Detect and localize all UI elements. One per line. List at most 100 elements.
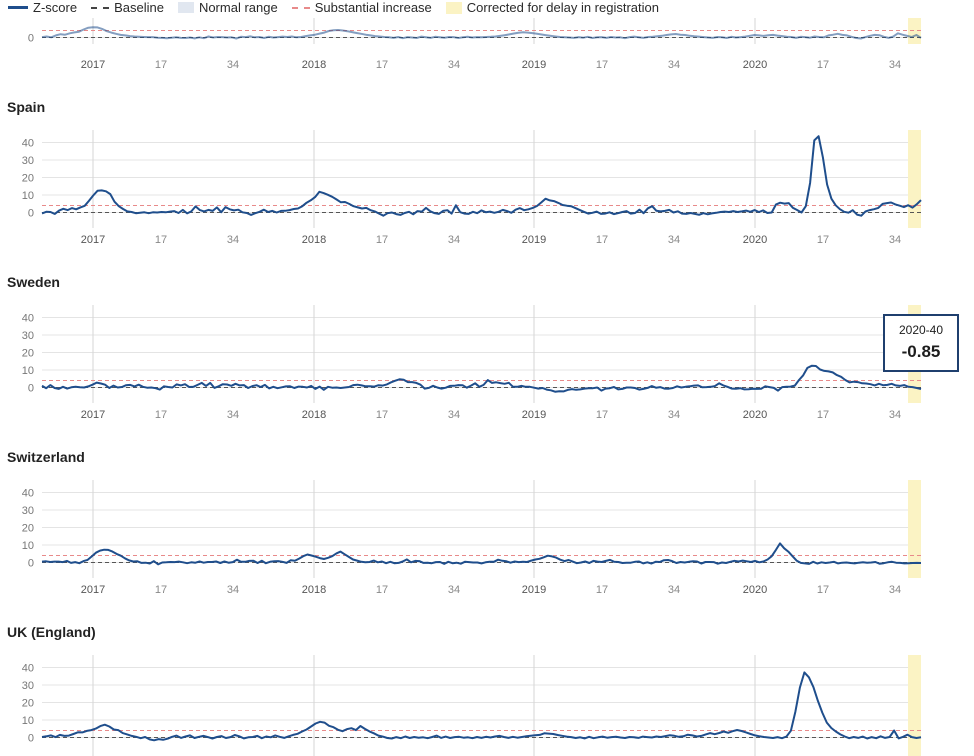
- x-tick-label: 34: [448, 409, 460, 421]
- y-tick-label: 0: [28, 383, 34, 395]
- x-tick-label: 2019: [522, 234, 546, 246]
- x-tick-label: 2019: [522, 584, 546, 596]
- legend-item-substantial-increase[interactable]: Substantial increase: [291, 0, 432, 15]
- x-tick-label: 34: [668, 234, 680, 246]
- y-tick-label: 40: [22, 663, 34, 675]
- legend-item-normal-range[interactable]: Normal range: [177, 0, 278, 15]
- threshold-dash-swatch-icon: [291, 6, 310, 9]
- x-tick-label: 2019: [522, 59, 546, 71]
- x-tick-label: 17: [596, 234, 608, 246]
- y-tick-label: 40: [22, 488, 34, 500]
- chart-panel-2: Spain 0 10 20 30 40 2017 17 34 2018 17 34 2019 17 34 20…: [7, 99, 922, 246]
- corrected-band: [908, 130, 921, 228]
- x-tick-label: 17: [817, 234, 829, 246]
- chart-panel-5: UK (England) 0 10 20 30 40: [7, 624, 922, 756]
- x-tick-label: 34: [668, 59, 680, 71]
- x-tick-label: 34: [668, 584, 680, 596]
- tooltip-value: -0.85: [901, 342, 941, 361]
- zscore-line-swatch-icon: [8, 6, 28, 9]
- y-tick-label: 10: [22, 540, 34, 552]
- x-tick-label: 17: [155, 409, 167, 421]
- y-tick-label: 30: [22, 155, 34, 167]
- y-tick-label: 10: [22, 190, 34, 202]
- x-tick-label: 34: [668, 409, 680, 421]
- legend-item-zscore[interactable]: Z-score: [8, 0, 77, 15]
- x-tick-label: 34: [227, 409, 239, 421]
- y-tick-label: 30: [22, 505, 34, 517]
- panel-title: UK (England): [7, 624, 96, 640]
- x-tick-label: 2018: [302, 59, 326, 71]
- y-tick-label: 0: [28, 33, 34, 45]
- x-tick-label: 17: [817, 59, 829, 71]
- y-tick-label: 20: [22, 523, 34, 535]
- corrected-swatch-icon: [445, 1, 462, 14]
- x-tick-label: 17: [155, 59, 167, 71]
- x-tick-label: 17: [596, 584, 608, 596]
- chart-panel-1: 0 2017 17 34 2018 17 34 2019 17 34 2020 17 34: [28, 18, 922, 71]
- x-tick-label: 2020: [743, 409, 767, 421]
- x-tick-label: 17: [376, 584, 388, 596]
- x-tick-label: 34: [889, 59, 901, 71]
- x-tick-label: 34: [889, 409, 901, 421]
- zscore-series-line: [41, 135, 922, 217]
- x-tick-label: 2019: [522, 409, 546, 421]
- legend-label-substantial-increase: Substantial increase: [314, 0, 432, 15]
- x-tick-label: 2020: [743, 584, 767, 596]
- x-tick-label: 34: [448, 59, 460, 71]
- x-tick-label: 17: [596, 409, 608, 421]
- x-tick-label: 17: [155, 584, 167, 596]
- panel-title: Switzerland: [7, 449, 85, 465]
- legend-item-baseline[interactable]: Baseline: [91, 0, 164, 15]
- panel-title: Sweden: [7, 274, 60, 290]
- x-tick-label: 2018: [302, 584, 326, 596]
- y-tick-label: 0: [28, 558, 34, 570]
- legend-label-zscore: Z-score: [33, 0, 78, 15]
- corrected-band: [908, 655, 921, 756]
- x-tick-label: 2020: [743, 234, 767, 246]
- chart-panel-4: Switzerland 0 10 20 30 40 2017 17 34 2018 17 34 2019…: [7, 449, 922, 596]
- x-tick-label: 34: [889, 584, 901, 596]
- y-tick-label: 20: [22, 173, 34, 185]
- legend-item-corrected[interactable]: Corrected for delay in registration: [445, 0, 659, 15]
- x-tick-label: 34: [448, 234, 460, 246]
- baseline-dash-swatch-icon: [91, 6, 110, 9]
- zscore-series-line: [41, 26, 922, 40]
- x-tick-label: 17: [155, 234, 167, 246]
- y-tick-label: 30: [22, 330, 34, 342]
- x-tick-label: 2018: [302, 234, 326, 246]
- x-tick-label: 34: [227, 234, 239, 246]
- x-tick-label: 2017: [81, 59, 105, 71]
- x-tick-label: 17: [376, 59, 388, 71]
- x-tick-label: 34: [227, 59, 239, 71]
- x-tick-label: 17: [596, 59, 608, 71]
- x-tick-label: 34: [227, 584, 239, 596]
- y-tick-label: 0: [28, 733, 34, 745]
- x-tick-label: 17: [376, 409, 388, 421]
- y-tick-label: 20: [22, 348, 34, 360]
- legend-label-normal-range: Normal range: [198, 0, 278, 15]
- x-tick-label: 34: [448, 584, 460, 596]
- y-tick-label: 30: [22, 680, 34, 692]
- x-tick-label: 2020: [743, 59, 767, 71]
- y-tick-label: 0: [28, 208, 34, 220]
- normal-range-swatch-icon: [177, 2, 194, 13]
- x-tick-label: 17: [817, 584, 829, 596]
- zscore-series-line: [41, 364, 922, 393]
- chart-panel-3: Sweden 0 10 20 30 40 2017 17 34 2018 17 34 2019 17 34 2…: [7, 274, 922, 421]
- data-tooltip: 2020-40 -0.85: [883, 314, 959, 372]
- y-tick-label: 10: [22, 365, 34, 377]
- x-tick-label: 2018: [302, 409, 326, 421]
- x-tick-label: 34: [889, 234, 901, 246]
- x-tick-label: 2017: [81, 584, 105, 596]
- x-tick-label: 2017: [81, 409, 105, 421]
- zscore-series-line: [41, 671, 922, 742]
- legend-label-corrected: Corrected for delay in registration: [466, 0, 659, 15]
- zscore-series-line: [41, 542, 922, 566]
- tooltip-week: 2020-40: [898, 323, 944, 337]
- chart-legend: Z-score Baseline Normal range Substantia…: [8, 0, 659, 15]
- corrected-band: [908, 480, 921, 578]
- x-tick-label: 17: [376, 234, 388, 246]
- y-tick-label: 10: [22, 715, 34, 727]
- x-tick-label: 2017: [81, 234, 105, 246]
